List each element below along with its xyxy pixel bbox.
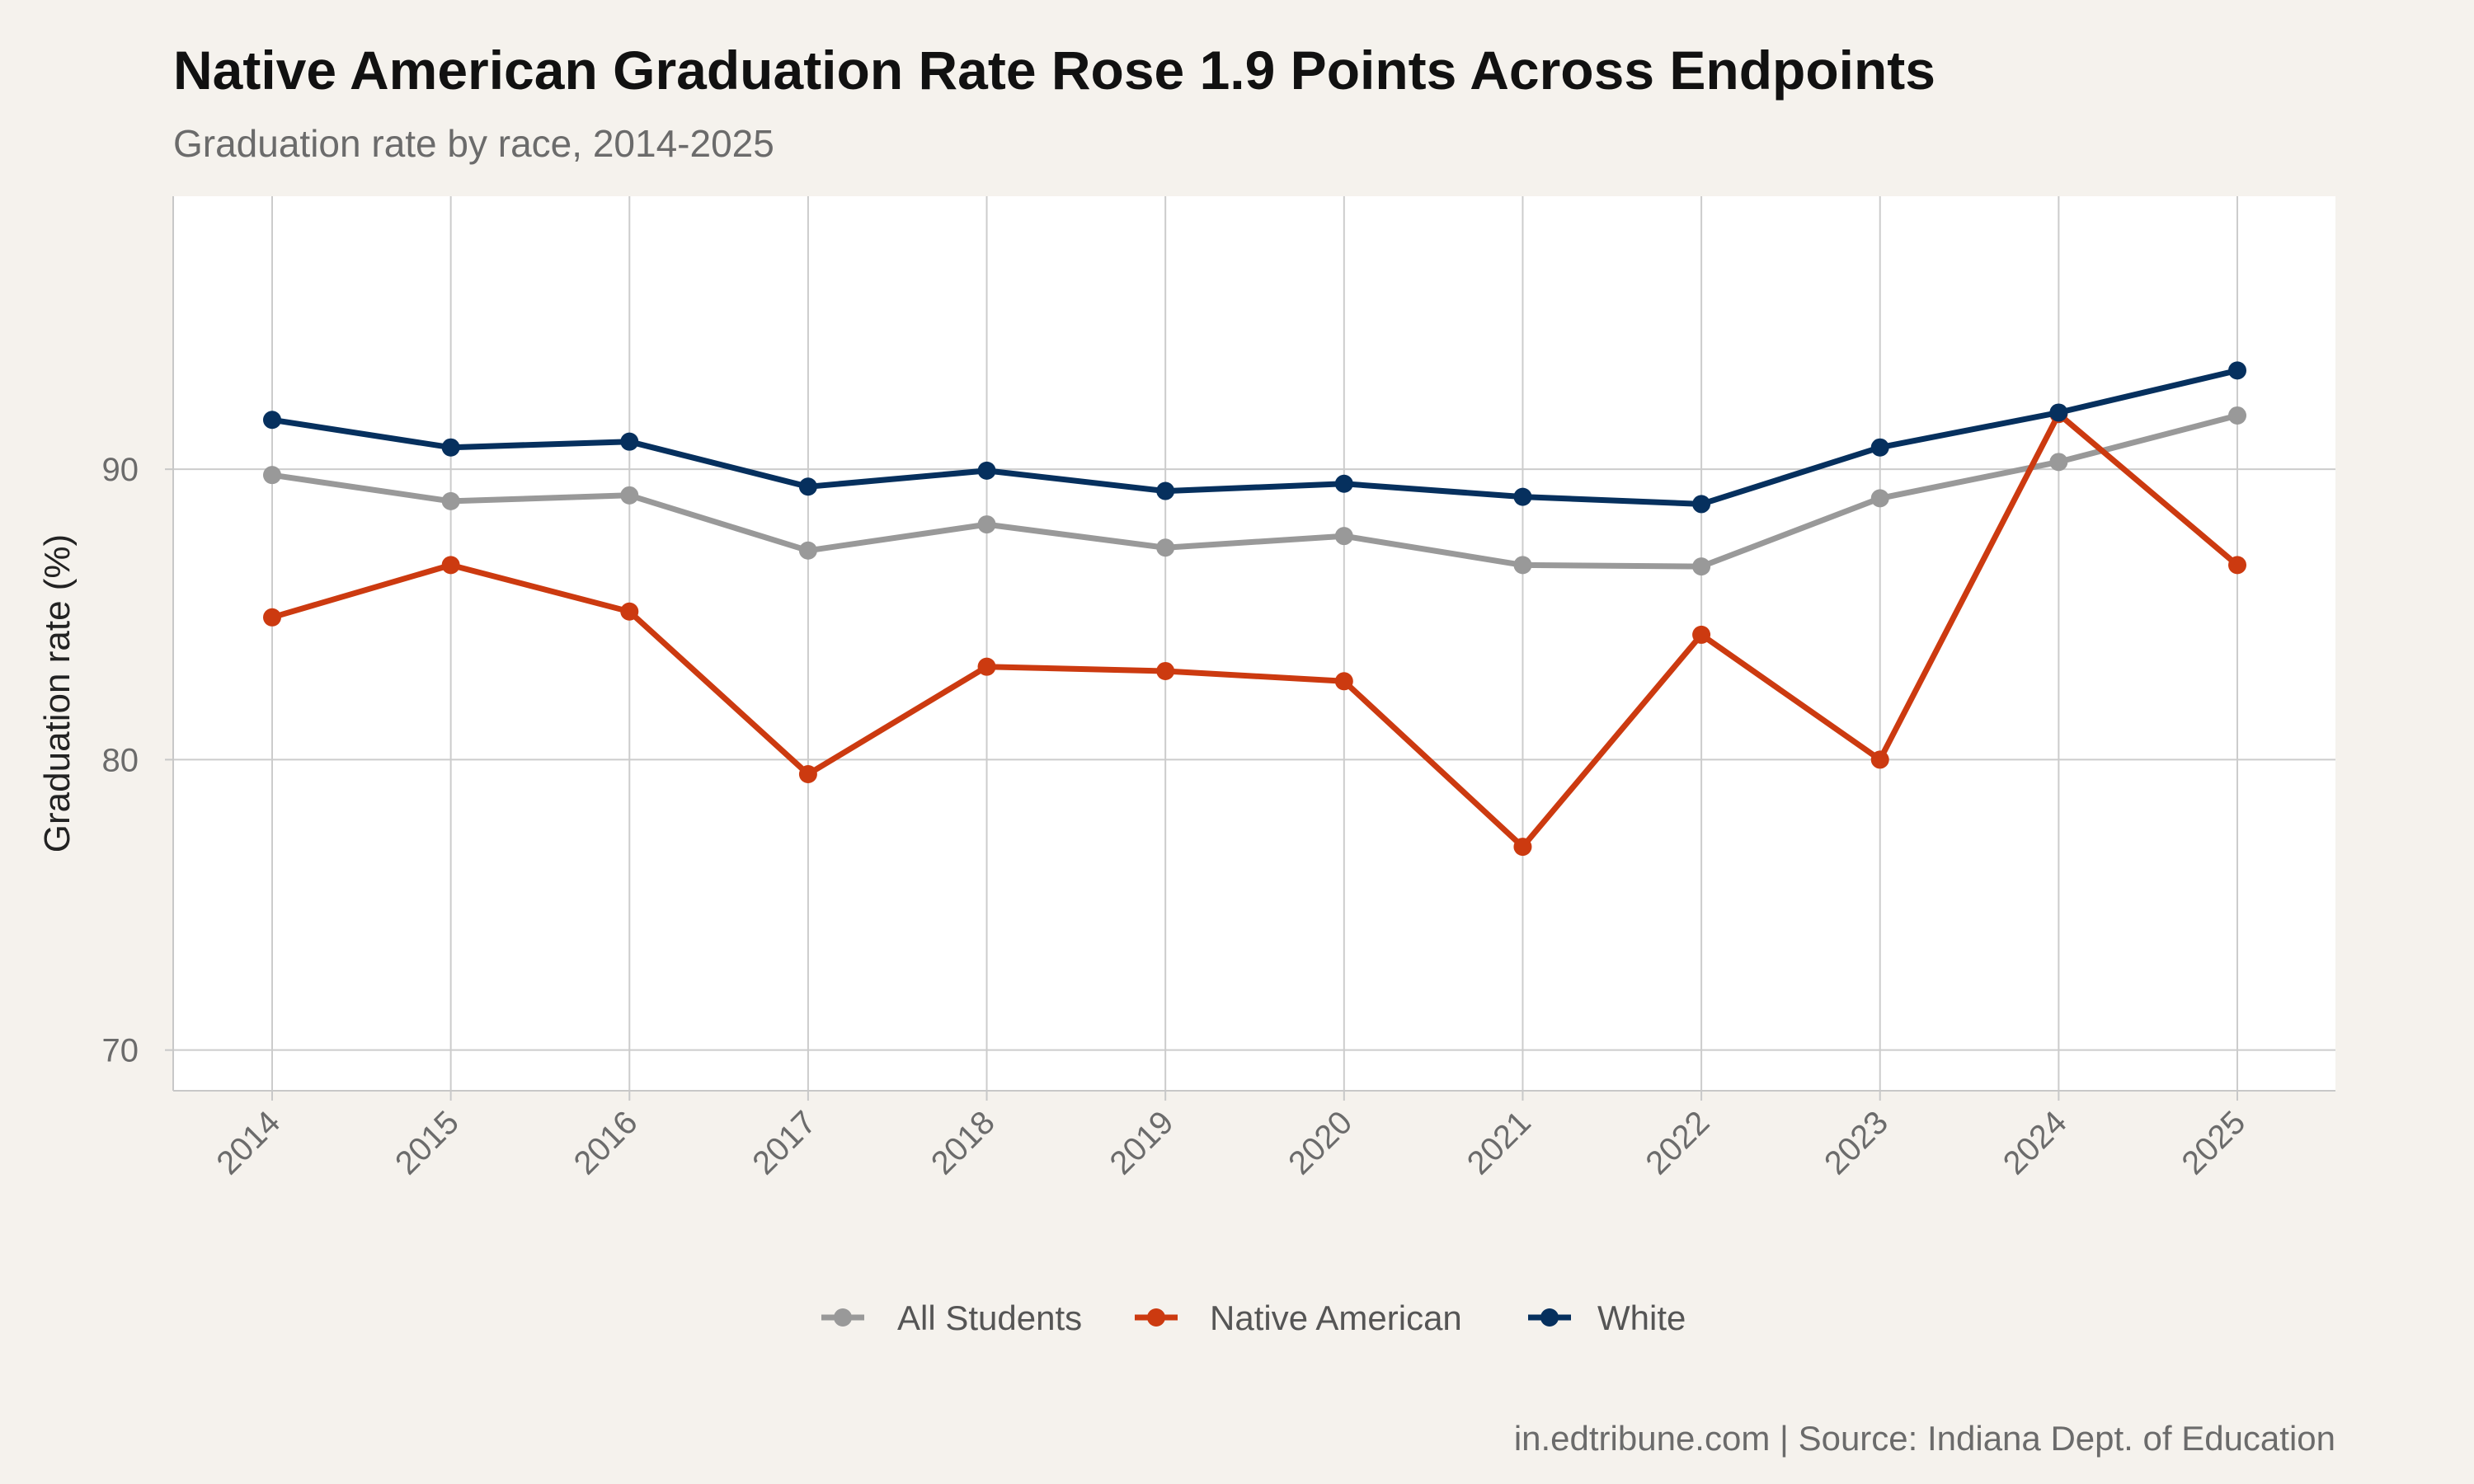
- data-point-white: [620, 432, 639, 451]
- data-point-native-american: [1334, 672, 1353, 691]
- legend-item-all-students: All Students: [821, 1298, 1082, 1337]
- data-point-native-american: [1692, 625, 1711, 644]
- data-point-all-students: [1513, 556, 1532, 575]
- data-point-white: [1334, 474, 1353, 493]
- data-point-white: [1870, 438, 1889, 457]
- y-axis-ticks: 70 80 90: [102, 452, 173, 1069]
- legend-item-white: White: [1528, 1298, 1686, 1337]
- legend-item-native-american: Native American: [1135, 1298, 1462, 1337]
- gridlines: [173, 196, 2335, 1091]
- x-tick-label: 2015: [388, 1104, 466, 1181]
- data-point-native-american: [2228, 556, 2246, 575]
- data-point-all-students: [620, 486, 639, 505]
- data-point-native-american: [1870, 750, 1889, 769]
- x-tick-label: 2016: [567, 1104, 645, 1181]
- x-tick-label: 2018: [924, 1104, 1002, 1181]
- chart-title: Native American Graduation Rate Rose 1.9…: [173, 40, 1935, 101]
- legend-key-marker: [834, 1308, 852, 1327]
- x-tick-label: 2024: [1997, 1104, 2074, 1181]
- legend: All Students Native American White: [821, 1298, 1686, 1337]
- data-point-native-american: [620, 602, 639, 621]
- data-point-white: [977, 461, 996, 480]
- x-tick-label: 2017: [745, 1104, 823, 1181]
- data-point-white: [1513, 487, 1532, 506]
- data-point-all-students: [441, 491, 460, 510]
- series-line-white: [269, 367, 2241, 507]
- legend-key-marker: [1540, 1308, 1559, 1327]
- series-line-native-american: [269, 411, 2241, 850]
- data-point-native-american: [441, 556, 460, 575]
- x-tick-label: 2022: [1639, 1104, 1716, 1181]
- y-tick-label: 90: [102, 452, 139, 488]
- x-tick-label: 2019: [1103, 1104, 1181, 1181]
- chart-subtitle: Graduation rate by race, 2014-2025: [173, 122, 774, 165]
- data-point-native-american: [263, 608, 281, 627]
- data-point-native-american: [1156, 661, 1175, 680]
- data-point-all-students: [2049, 453, 2068, 472]
- data-point-white: [1692, 495, 1711, 514]
- plot-area: [173, 196, 2335, 1091]
- series-layer: [263, 361, 2246, 857]
- data-point-all-students: [1156, 538, 1175, 557]
- y-axis-label: Graduation rate (%): [37, 534, 78, 852]
- data-point-white: [2049, 403, 2068, 422]
- data-point-all-students: [798, 541, 817, 560]
- data-point-all-students: [1334, 527, 1353, 546]
- x-tick-label: 2020: [1282, 1104, 1359, 1181]
- legend-label: Native American: [1210, 1298, 1462, 1337]
- x-tick-label: 2025: [2175, 1104, 2252, 1181]
- series-native-american: [263, 405, 2246, 857]
- data-point-native-american: [798, 765, 817, 784]
- series-white: [263, 361, 2246, 514]
- legend-label: All Students: [897, 1298, 1082, 1337]
- data-point-all-students: [1692, 557, 1711, 576]
- y-tick-label: 80: [102, 742, 139, 778]
- data-point-native-american: [977, 657, 996, 676]
- x-axis-ticks: 2014 2015 2016 2017 2018 2019 2020 2021 2022 2023…: [209, 1091, 2252, 1181]
- data-point-all-students: [2228, 406, 2246, 425]
- data-point-all-students: [263, 466, 281, 485]
- y-tick-label: 70: [102, 1033, 139, 1069]
- data-point-white: [441, 438, 460, 457]
- x-tick-label: 2014: [209, 1104, 287, 1181]
- chart-caption: in.edtribune.com | Source: Indiana Dept.…: [1514, 1419, 2335, 1458]
- legend-label: White: [1597, 1298, 1686, 1337]
- data-point-all-students: [977, 515, 996, 534]
- data-point-white: [2228, 361, 2246, 380]
- legend-key-marker: [1147, 1308, 1165, 1327]
- x-tick-label: 2023: [1818, 1104, 1895, 1181]
- data-point-white: [798, 477, 817, 496]
- data-point-white: [263, 411, 281, 430]
- data-point-white: [1156, 481, 1175, 500]
- data-point-all-students: [1870, 489, 1889, 508]
- series-all-students: [263, 406, 2246, 576]
- x-tick-label: 2021: [1460, 1104, 1538, 1181]
- series-line-all-students: [269, 412, 2241, 570]
- data-point-native-american: [1513, 838, 1532, 857]
